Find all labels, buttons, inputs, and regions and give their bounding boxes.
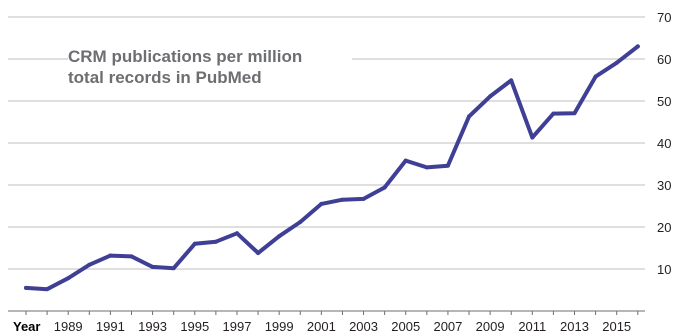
x-tick-label: 1989 (54, 319, 83, 333)
chart-title: CRM publications per million total recor… (68, 44, 352, 90)
y-axis-ticks: 10 20 30 40 50 60 70 (657, 10, 671, 277)
y-tick-label: 60 (657, 52, 671, 67)
data-point (108, 253, 113, 258)
x-tick-label: 2003 (349, 319, 378, 333)
x-tick-label: 2015 (602, 319, 631, 333)
x-tick-label: 1995 (180, 319, 209, 333)
x-tick-label: 1999 (265, 319, 294, 333)
data-point (171, 266, 176, 271)
series-line (24, 44, 640, 292)
chart-title-line-1: CRM publications per million (68, 47, 303, 66)
data-point (129, 254, 134, 259)
y-tick-label: 10 (657, 262, 671, 277)
data-point (256, 251, 261, 256)
data-point (66, 276, 71, 281)
data-point (445, 163, 450, 168)
x-tick-label: 2007 (433, 319, 462, 333)
x-tick-label: 1991 (96, 319, 125, 333)
data-point (509, 78, 514, 83)
x-tick-label: 2011 (518, 319, 546, 333)
data-point (277, 234, 282, 239)
data-point (572, 111, 577, 116)
y-tick-label: 20 (657, 220, 671, 235)
x-tick-label: 2001 (307, 319, 336, 333)
y-tick-label: 70 (657, 10, 671, 25)
data-point (298, 219, 303, 224)
series-layer (24, 44, 640, 292)
data-point (361, 196, 366, 201)
data-point (635, 44, 640, 49)
data-point (403, 158, 408, 163)
data-point (530, 135, 535, 140)
x-tick-label: 1997 (223, 319, 252, 333)
data-point (45, 287, 50, 292)
data-point (150, 264, 155, 269)
x-tick-label: 2013 (560, 319, 589, 333)
data-point (319, 201, 324, 206)
data-point (593, 74, 598, 79)
data-point (424, 165, 429, 170)
data-point (87, 262, 92, 267)
data-point (382, 185, 387, 190)
data-point (551, 111, 556, 116)
data-point (24, 285, 29, 290)
x-axis-label: Year (13, 319, 40, 333)
data-point (467, 114, 472, 119)
data-point (213, 239, 218, 244)
chart-title-line-2: total records in PubMed (68, 68, 262, 87)
x-axis-ticks: Year 1989 1991 1993 1995 1997 1999 2001 2003 200… (13, 311, 639, 333)
y-tick-label: 30 (657, 178, 671, 193)
data-point (234, 231, 239, 236)
y-tick-label: 50 (657, 94, 671, 109)
x-tick-label: 2009 (476, 319, 505, 333)
data-point (488, 94, 493, 99)
y-tick-label: 40 (657, 136, 671, 151)
x-tick-label: 2005 (391, 319, 420, 333)
data-point (614, 60, 619, 65)
data-point (192, 241, 197, 246)
x-tick-label: 1993 (138, 319, 167, 333)
data-point (340, 197, 345, 202)
